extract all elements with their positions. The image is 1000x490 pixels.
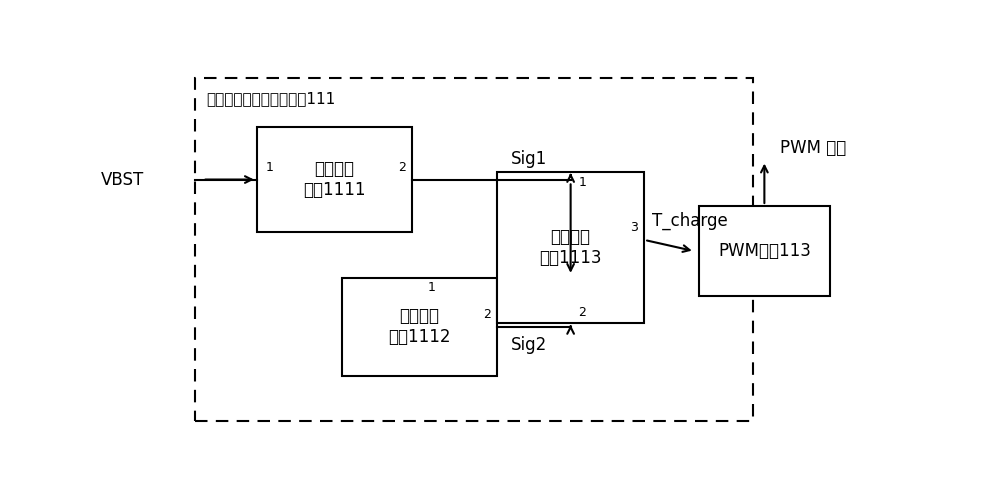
Text: 时间选择
电路1112: 时间选择 电路1112: [388, 307, 451, 346]
Text: 充电控制
电路1113: 充电控制 电路1113: [539, 228, 602, 267]
Bar: [195, 77, 753, 421]
Text: T_charge: T_charge: [652, 212, 728, 230]
Bar: [497, 172, 644, 323]
Bar: [257, 127, 412, 232]
Text: PWM电路113: PWM电路113: [718, 242, 811, 260]
Text: 自适应高边电源产生电路111: 自适应高边电源产生电路111: [206, 91, 336, 106]
Text: 1: 1: [427, 281, 435, 294]
Bar: [698, 206, 830, 296]
Text: 2: 2: [483, 308, 491, 321]
Bar: [342, 278, 497, 376]
Text: 电压比较
电路1111: 电压比较 电路1111: [303, 160, 366, 199]
Text: Sig2: Sig2: [511, 336, 547, 354]
Text: 2: 2: [578, 306, 586, 319]
Text: 1: 1: [266, 161, 274, 174]
Text: 2: 2: [398, 161, 406, 174]
Text: 3: 3: [630, 221, 638, 234]
Text: PWM 信号: PWM 信号: [780, 139, 846, 157]
Text: VBST: VBST: [101, 171, 144, 189]
Text: Sig1: Sig1: [511, 150, 547, 168]
Text: 1: 1: [578, 176, 586, 189]
